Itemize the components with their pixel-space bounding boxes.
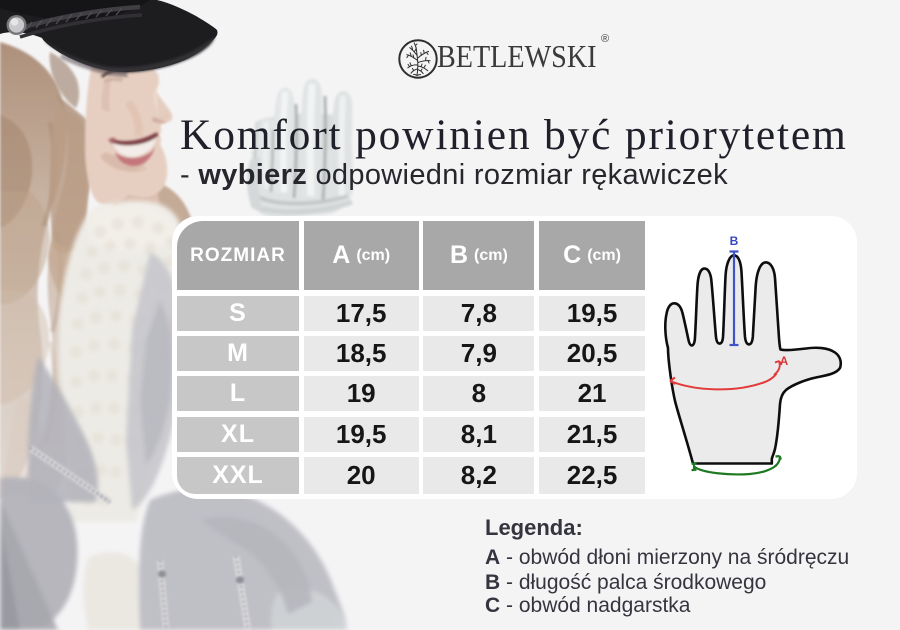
svg-text:B: B: [730, 234, 739, 248]
svg-text:A: A: [780, 356, 788, 368]
